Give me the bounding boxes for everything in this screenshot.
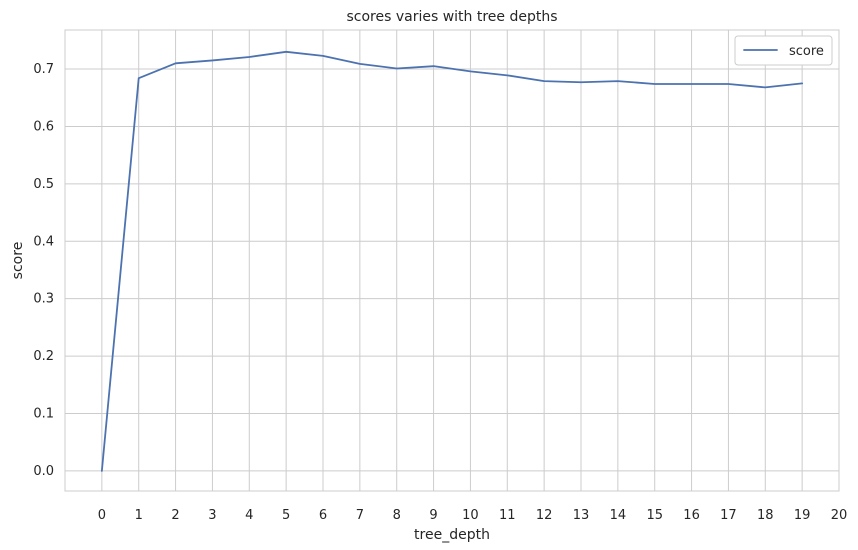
x-tick-label: 7 [356, 508, 364, 523]
y-tick-label: 0.1 [33, 406, 54, 421]
x-tick-label: 0 [98, 508, 106, 523]
legend: score [734, 35, 833, 66]
x-tick-label: 18 [757, 508, 774, 523]
legend-box [734, 35, 833, 66]
chart-title: scores varies with tree depths [346, 9, 557, 25]
x-tick-label: 6 [319, 508, 327, 523]
y-axis-label: score [10, 242, 26, 280]
legend-label: score [789, 44, 824, 59]
y-tick-label: 0.0 [33, 464, 54, 479]
x-tick-label: 2 [171, 508, 179, 523]
x-tick-label: 8 [393, 508, 401, 523]
x-tick-label: 15 [646, 508, 663, 523]
y-tick-label: 0.5 [33, 177, 54, 192]
x-axis-label: tree_depth [414, 527, 490, 543]
y-tick-label: 0.6 [33, 119, 54, 134]
y-tick-label: 0.7 [33, 62, 54, 77]
x-tick-label: 17 [720, 508, 737, 523]
data-layer [100, 50, 804, 472]
series-line-score [100, 50, 804, 472]
tick-layer: 0 1 2 3 4 5 6 7 8 9 10 11 12 13 14 15 16 17 18 19 200.00.10.… [33, 62, 847, 523]
x-tick-label: 1 [135, 508, 143, 523]
x-tick-label: 5 [282, 508, 290, 523]
x-tick-label: 12 [536, 508, 553, 523]
plot-area [64, 29, 840, 492]
plot-frame [64, 29, 840, 492]
y-tick-label: 0.3 [33, 292, 54, 307]
grid-layer [65, 30, 840, 491]
x-tick-label: 13 [573, 508, 590, 523]
y-tick-label: 0.2 [33, 349, 54, 364]
x-tick-label: 9 [429, 508, 437, 523]
x-tick-label: 20 [831, 508, 848, 523]
x-tick-label: 19 [794, 508, 811, 523]
x-tick-label: 10 [462, 508, 479, 523]
x-tick-label: 11 [499, 508, 516, 523]
x-tick-label: 4 [245, 508, 253, 523]
x-tick-label: 16 [683, 508, 700, 523]
x-tick-label: 14 [610, 508, 627, 523]
y-tick-label: 0.4 [33, 234, 54, 249]
x-tick-label: 3 [208, 508, 216, 523]
